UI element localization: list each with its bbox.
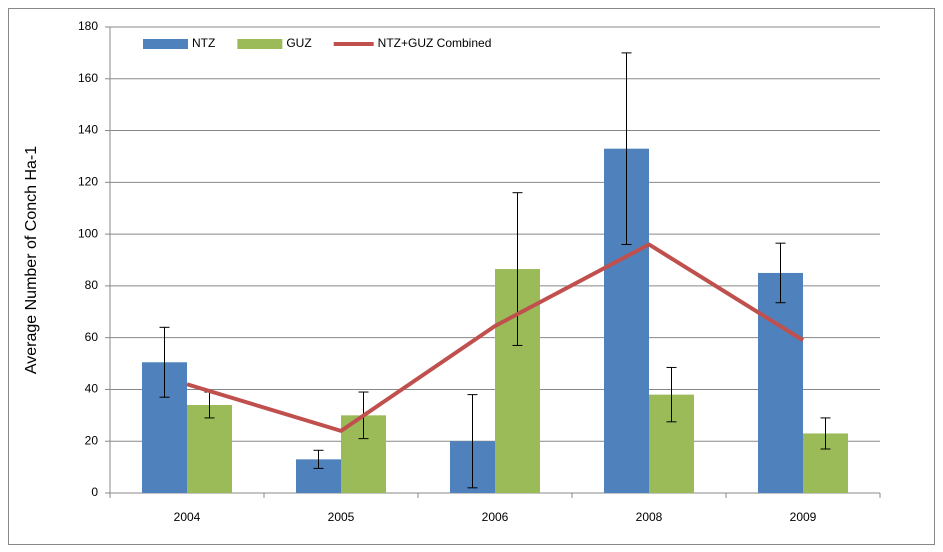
y-tick-label: 120 — [78, 175, 98, 189]
x-tick-label: 2004 — [174, 510, 201, 524]
y-tick-label: 180 — [78, 19, 98, 33]
y-tick-label: 0 — [91, 485, 98, 499]
bar — [758, 272, 803, 493]
y-tick-label: 140 — [78, 123, 98, 137]
x-tick-label: 2006 — [482, 510, 509, 524]
y-tick-label: 20 — [85, 433, 99, 447]
y-axis-label: Average Number of Conch Ha-1 — [23, 146, 40, 374]
legend-swatch — [237, 39, 283, 49]
legend-swatch — [143, 39, 188, 49]
bar — [187, 404, 232, 493]
y-tick-label: 160 — [78, 71, 98, 85]
y-tick-label: 100 — [78, 226, 98, 240]
legend-label: NTZ — [192, 36, 215, 50]
legend-label: NTZ+GUZ Combined — [378, 36, 492, 50]
x-tick-label: 2005 — [328, 510, 355, 524]
y-tick-label: 60 — [85, 330, 99, 344]
x-tick-label: 2008 — [636, 510, 663, 524]
y-tick-label: 40 — [85, 382, 99, 396]
y-tick-label: 80 — [85, 278, 99, 292]
x-tick-label: 2009 — [790, 510, 817, 524]
line-series — [186, 242, 805, 433]
legend-label: GUZ — [286, 36, 311, 50]
